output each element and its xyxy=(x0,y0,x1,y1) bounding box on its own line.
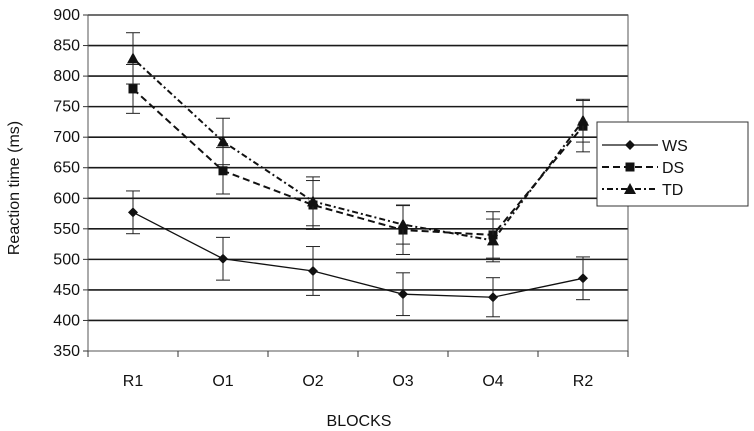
data-point xyxy=(625,140,635,150)
y-tick-label: 650 xyxy=(53,160,80,177)
data-point xyxy=(128,207,138,218)
series-td xyxy=(126,32,590,263)
legend-label: WS xyxy=(662,138,688,155)
series-group xyxy=(126,32,590,318)
data-point xyxy=(577,114,589,126)
y-tick-label: 800 xyxy=(53,68,80,85)
data-point xyxy=(307,195,319,207)
data-point xyxy=(398,289,408,300)
x-tick-label: O2 xyxy=(302,373,323,390)
series-line xyxy=(132,88,584,236)
y-tick-label: 500 xyxy=(53,251,80,268)
data-point xyxy=(218,166,228,176)
legend-label: DS xyxy=(662,160,684,177)
y-tick-label: 350 xyxy=(53,343,80,360)
axes xyxy=(83,14,629,357)
x-tick-label: O4 xyxy=(482,373,503,390)
series-line xyxy=(132,211,584,298)
plot-area xyxy=(87,14,629,352)
y-axis-title: Reaction time (ms) xyxy=(6,121,23,255)
x-tick-label: O1 xyxy=(212,373,233,390)
legend-box xyxy=(596,121,749,207)
y-tick-label: 600 xyxy=(53,190,80,207)
data-point xyxy=(218,253,228,264)
data-point xyxy=(624,183,636,194)
y-tick-label: 750 xyxy=(53,99,80,116)
data-point xyxy=(127,52,139,64)
series-line xyxy=(132,57,584,242)
y-tick-label: 400 xyxy=(53,312,80,329)
x-axis-title: BLOCKS xyxy=(327,413,392,430)
data-point xyxy=(488,292,498,303)
data-point xyxy=(487,234,499,246)
x-tick-label: O3 xyxy=(392,373,413,390)
data-point xyxy=(217,135,229,147)
legend-label: TD xyxy=(662,182,683,199)
data-point xyxy=(128,84,138,94)
y-tick-label: 850 xyxy=(53,38,80,55)
series-ws xyxy=(126,190,590,318)
y-tick-label: 450 xyxy=(53,282,80,299)
y-tick-label: 700 xyxy=(53,129,80,146)
legend: WS DS TD xyxy=(596,121,749,207)
tick-labels: 350 400 450 500 550 600 650 700 750 800 850 900 R1 O1… xyxy=(53,7,593,390)
data-point xyxy=(625,162,635,172)
x-tick-label: R2 xyxy=(573,373,594,390)
y-tick-label: 550 xyxy=(53,221,80,238)
data-point xyxy=(308,265,318,276)
y-tick-label: 900 xyxy=(53,7,80,24)
data-point xyxy=(578,273,588,284)
data-point xyxy=(397,218,409,230)
x-tick-label: R1 xyxy=(123,373,144,390)
